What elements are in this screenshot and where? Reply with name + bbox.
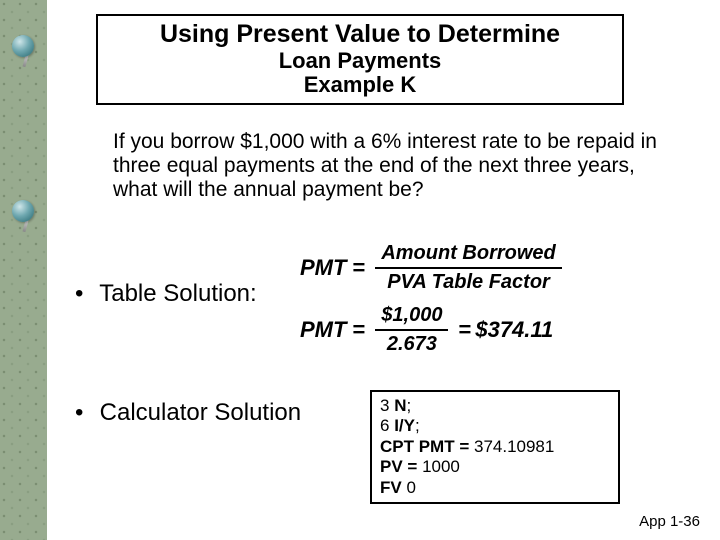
calc-line: 3 N; (380, 396, 610, 416)
bullet-table-label: Table Solution: (99, 280, 256, 307)
left-texture-strip (0, 0, 47, 540)
title-line-1: Using Present Value to Determine (106, 20, 614, 49)
formula2-denominator: 2.673 (381, 331, 443, 356)
formula2-numerator: $1,000 (375, 304, 448, 331)
calc-line: PV = 1000 (380, 457, 610, 477)
formula-block: PMT = Amount Borrowed PVA Table Factor P… (300, 242, 670, 366)
formula1-fraction: Amount Borrowed PVA Table Factor (375, 242, 561, 294)
bullet-calculator-solution: • Calculator Solution (75, 399, 301, 427)
title-box: Using Present Value to Determine Loan Pa… (96, 14, 624, 105)
pushpin-icon (10, 35, 36, 69)
calculator-solution-box: 3 N; 6 I/Y; CPT PMT = 374.10981 PV = 100… (370, 390, 620, 504)
calc-line: CPT PMT = 374.10981 (380, 437, 610, 457)
title-line-2: Loan Payments (106, 49, 614, 73)
bullet-dot-icon: • (75, 280, 93, 308)
formula2-result: $374.11 (475, 317, 553, 343)
formula1-numerator: Amount Borrowed (375, 242, 561, 269)
pushpin-icon (10, 200, 36, 234)
title-line-3: Example K (106, 73, 614, 97)
equals-icon: = (352, 255, 365, 281)
calc-line: FV 0 (380, 478, 610, 498)
formula1-denominator: PVA Table Factor (381, 269, 556, 294)
calc-line: 6 I/Y; (380, 416, 610, 436)
equals-icon: = (352, 317, 365, 343)
formula1-lhs: PMT (300, 255, 346, 281)
formula2-fraction: $1,000 2.673 (375, 304, 448, 356)
equals-icon: = (458, 317, 471, 343)
bullet-dot-icon: • (75, 399, 93, 427)
bullet-calc-label: Calculator Solution (100, 399, 301, 426)
bullet-table-solution: • Table Solution: (75, 280, 257, 308)
formula-general: PMT = Amount Borrowed PVA Table Factor (300, 242, 670, 294)
slide-footer: App 1-36 (639, 513, 700, 530)
formula-numeric: PMT = $1,000 2.673 = $374.11 (300, 304, 670, 356)
problem-paragraph: If you borrow $1,000 with a 6% interest … (113, 130, 663, 202)
slide: Using Present Value to Determine Loan Pa… (0, 0, 720, 540)
formula2-lhs: PMT (300, 317, 346, 343)
